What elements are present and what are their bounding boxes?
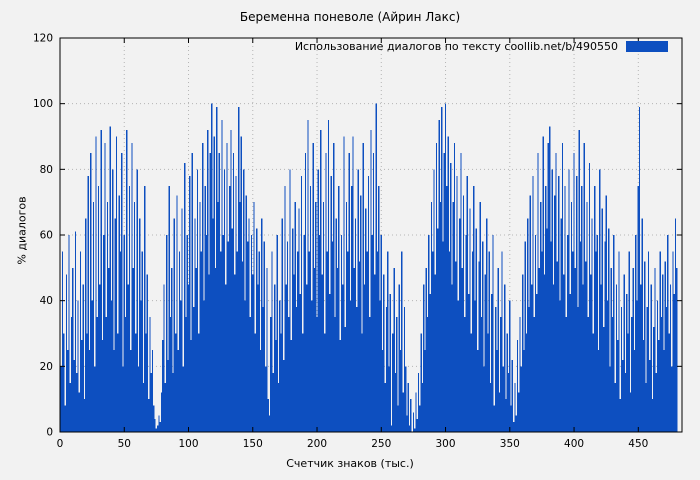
svg-text:100: 100 — [33, 98, 53, 110]
x-axis-label: Счетчик знаков (тыс.) — [286, 457, 414, 470]
svg-text:120: 120 — [33, 33, 53, 45]
svg-text:150: 150 — [243, 438, 263, 450]
legend: Использование диалогов по тексту coollib… — [295, 40, 668, 53]
svg-text:250: 250 — [371, 438, 391, 450]
svg-text:400: 400 — [564, 438, 584, 450]
tick-labels: 0 50 100 150 200 250 300 350 400 450 0 20 40 60 80 100 1… — [33, 33, 648, 451]
svg-text:0: 0 — [57, 438, 64, 450]
svg-text:60: 60 — [40, 230, 53, 242]
svg-text:0: 0 — [46, 427, 53, 439]
legend-swatch — [626, 41, 668, 52]
y-axis-label: % диалогов — [15, 196, 29, 265]
axes — [59, 37, 683, 433]
svg-text:20: 20 — [40, 361, 53, 373]
bars-layer — [59, 103, 678, 433]
svg-text:40: 40 — [40, 295, 53, 307]
svg-text:450: 450 — [628, 438, 648, 450]
chart-title: Беременна поневоле (Айрин Лакс) — [239, 10, 461, 24]
svg-text:50: 50 — [118, 438, 131, 450]
legend-label: Использование диалогов по тексту coollib… — [294, 40, 618, 53]
svg-text:300: 300 — [436, 438, 456, 450]
svg-text:200: 200 — [307, 438, 327, 450]
svg-text:80: 80 — [40, 164, 53, 176]
svg-text:100: 100 — [178, 438, 198, 450]
svg-text:350: 350 — [500, 438, 520, 450]
